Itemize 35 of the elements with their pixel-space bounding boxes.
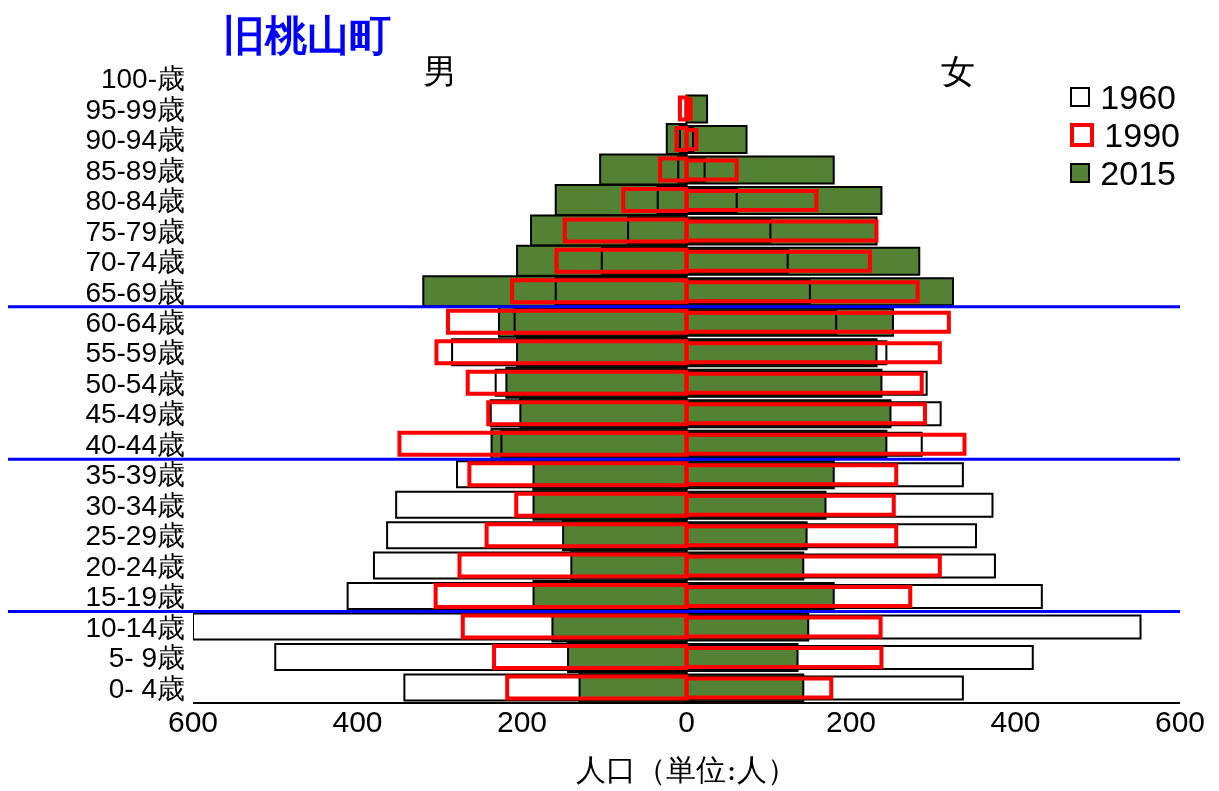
- y-tick-label: 0- 4歳: [108, 672, 185, 704]
- x-tick-label: 600: [167, 705, 219, 739]
- y-tick-label: 85-89歳: [85, 154, 185, 186]
- annotation: 男: [422, 51, 457, 91]
- y-tick-label: 50-54歳: [85, 367, 185, 399]
- y-tick-label: 70-74歳: [85, 246, 185, 278]
- legend-label: 1960: [1100, 77, 1176, 117]
- y-tick-label: 20-24歳: [85, 550, 185, 582]
- y-tick-label: 55-59歳: [85, 337, 185, 369]
- chart-title: 旧桃山町: [223, 12, 391, 61]
- y-tick-label: 60-64歳: [85, 306, 185, 338]
- y-tick-label: 80-84歳: [85, 185, 185, 217]
- y-tick-label: 15-19歳: [85, 581, 185, 613]
- annotation: 女: [940, 51, 975, 91]
- y-tick-label: 45-49歳: [85, 398, 185, 430]
- y-tick-label: 30-34歳: [85, 489, 185, 521]
- y-tick-label: 40-44歳: [85, 428, 185, 460]
- x-tick-label: 600: [1154, 705, 1206, 739]
- y-tick-label: 90-94歳: [85, 124, 185, 156]
- y-tick-label: 100-歳: [100, 63, 185, 95]
- x-tick-label: 200: [825, 705, 877, 739]
- y-tick-label: 5- 9歳: [108, 642, 185, 674]
- legend-label: 1990: [1104, 115, 1180, 155]
- y-tick-label: 95-99歳: [85, 93, 185, 125]
- x-axis-title: 人口（単位:人）: [576, 752, 797, 787]
- y-tick-label: 65-69歳: [85, 276, 185, 308]
- y-tick-label: 75-79歳: [85, 215, 185, 247]
- legend-label: 2015: [1100, 153, 1176, 193]
- y-tick-label: 10-14歳: [85, 611, 185, 643]
- x-tick-label: 400: [332, 705, 383, 739]
- x-tick-label: 400: [990, 705, 1041, 739]
- x-tick-label: 0: [678, 705, 695, 739]
- y-tick-label: 25-29歳: [85, 520, 185, 552]
- y-tick-label: 35-39歳: [85, 459, 185, 491]
- x-tick-label: 200: [496, 705, 548, 739]
